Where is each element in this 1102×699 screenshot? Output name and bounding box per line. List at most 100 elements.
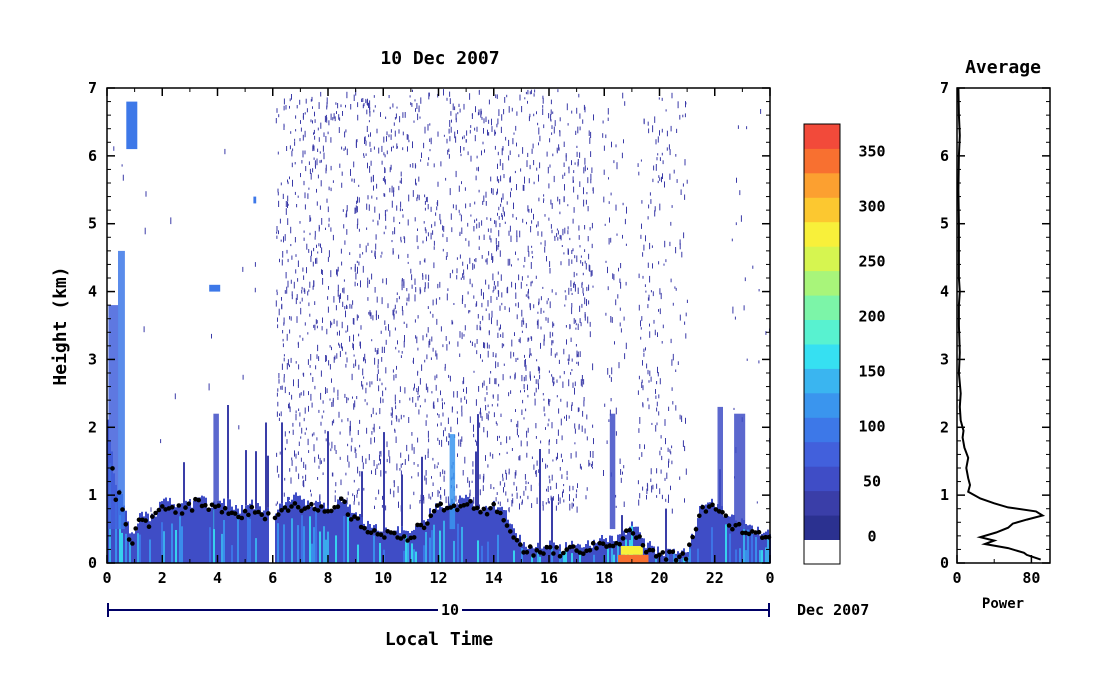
noise-dash [368, 279, 370, 284]
noise-dash [358, 197, 360, 203]
noise-dash [516, 230, 518, 237]
noise-dash [508, 507, 510, 512]
noise-dash [526, 160, 528, 167]
noise-dash [358, 501, 360, 506]
noise-dash [316, 201, 318, 206]
noise-dash [303, 390, 305, 396]
noise-dash [469, 416, 471, 423]
noise-dash [513, 202, 514, 210]
noise-dash [285, 272, 287, 279]
noise-dash [356, 139, 358, 143]
ml-marker [179, 511, 185, 516]
noise-dash [394, 394, 396, 402]
noise-dash [495, 94, 497, 99]
noise-dash [321, 326, 323, 331]
noise-dash [672, 353, 674, 361]
noise-dash [377, 348, 379, 354]
noise-dash [289, 406, 291, 413]
noise-dash [442, 344, 444, 348]
noise-dash [378, 489, 380, 495]
noise-dash [732, 306, 734, 314]
bl-column [509, 523, 511, 563]
noise-dash [369, 106, 371, 110]
noise-dash [311, 250, 312, 257]
noise-dash [442, 469, 444, 475]
noise-dash [543, 338, 545, 346]
noise-dash [673, 169, 675, 174]
x-tick-label: 20 [650, 569, 668, 587]
bl-column [519, 534, 521, 563]
noise-dash [461, 405, 463, 413]
noise-dash [386, 136, 387, 142]
colorbar-cell [804, 417, 840, 443]
noise-dash [283, 322, 285, 326]
noise-dash [546, 464, 548, 468]
noise-dash [402, 310, 404, 316]
bl-column [191, 507, 193, 563]
bl-column [217, 501, 219, 563]
noise-dash [276, 108, 278, 113]
noise-dash [279, 218, 281, 224]
noise-dash [432, 230, 434, 235]
noise-dash [317, 344, 319, 352]
noise-dash [362, 265, 364, 273]
noise-dash [510, 351, 512, 359]
noise-dash [566, 339, 567, 345]
heatmap-plot-area [107, 89, 772, 563]
noise-dash [615, 494, 617, 498]
noise-dash [395, 310, 397, 314]
bl-streak [743, 525, 745, 563]
noise-dash [474, 135, 476, 142]
noise-dash [340, 248, 342, 254]
noise-dash [356, 200, 358, 205]
noise-dash [390, 134, 392, 140]
noise-dash [500, 334, 502, 338]
noise-dash [276, 231, 278, 234]
ml-marker [130, 541, 135, 546]
noise-dash [331, 322, 333, 326]
noise-dash [373, 95, 375, 98]
noise-dash [657, 332, 658, 337]
noise-dash [574, 442, 576, 445]
ml-marker [415, 522, 420, 528]
bl-column [701, 504, 703, 563]
bl-column [143, 516, 145, 563]
bl-streak [413, 549, 415, 563]
noise-dash [537, 366, 539, 371]
bl-streak [521, 548, 523, 563]
noise-dash [620, 328, 622, 333]
noise-dash [580, 255, 582, 258]
noise-dash [527, 291, 529, 298]
aerosol-plume [108, 305, 119, 529]
noise-dash [547, 298, 549, 301]
noise-dash [445, 336, 447, 341]
noise-dash [645, 235, 646, 242]
noise-dash [357, 114, 359, 121]
noise-dash [649, 323, 650, 327]
noise-dash [390, 129, 392, 133]
noise-dash [535, 436, 537, 439]
ml-marker [677, 554, 682, 559]
noise-dash [506, 94, 508, 98]
ml-marker [445, 505, 450, 511]
noise-dash [669, 149, 671, 156]
noise-dash [400, 236, 402, 241]
noise-dash [490, 238, 492, 243]
bl-column [295, 492, 297, 563]
noise-dash [328, 250, 330, 258]
noise-dash [351, 304, 353, 309]
noise-dash [313, 324, 315, 328]
noise-dash [642, 486, 644, 491]
bl-streak [115, 497, 117, 563]
noise-dash [363, 155, 365, 158]
noise-dash [283, 374, 285, 378]
bl-streak [655, 557, 657, 563]
noise-dash [339, 456, 341, 460]
bl-column [235, 505, 237, 563]
noise-dash [611, 141, 612, 148]
noise-dash [408, 194, 410, 202]
noise-dash [656, 495, 658, 498]
noise-dash [385, 387, 387, 391]
average-frame [956, 87, 1051, 564]
noise-dash [481, 116, 483, 120]
